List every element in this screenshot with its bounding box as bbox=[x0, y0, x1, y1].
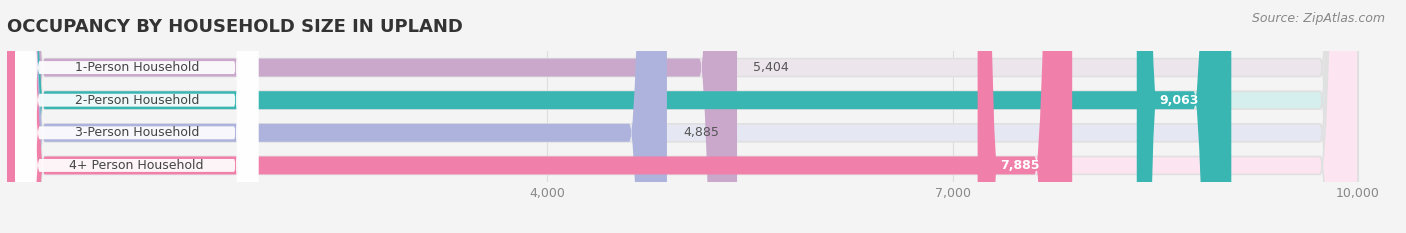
Text: 7,885: 7,885 bbox=[1000, 159, 1039, 172]
FancyBboxPatch shape bbox=[7, 0, 666, 233]
FancyBboxPatch shape bbox=[977, 0, 1062, 233]
Text: OCCUPANCY BY HOUSEHOLD SIZE IN UPLAND: OCCUPANCY BY HOUSEHOLD SIZE IN UPLAND bbox=[7, 18, 463, 36]
FancyBboxPatch shape bbox=[15, 0, 259, 233]
Text: 5,404: 5,404 bbox=[754, 61, 789, 74]
FancyBboxPatch shape bbox=[1137, 0, 1220, 233]
Text: 4+ Person Household: 4+ Person Household bbox=[69, 159, 204, 172]
FancyBboxPatch shape bbox=[7, 0, 1358, 233]
FancyBboxPatch shape bbox=[7, 0, 1232, 233]
FancyBboxPatch shape bbox=[7, 0, 1358, 233]
FancyBboxPatch shape bbox=[7, 0, 737, 233]
FancyBboxPatch shape bbox=[15, 0, 259, 233]
Text: 3-Person Household: 3-Person Household bbox=[75, 126, 198, 139]
FancyBboxPatch shape bbox=[7, 0, 1358, 233]
Text: Source: ZipAtlas.com: Source: ZipAtlas.com bbox=[1251, 12, 1385, 25]
Text: 1-Person Household: 1-Person Household bbox=[75, 61, 198, 74]
Text: 2-Person Household: 2-Person Household bbox=[75, 94, 198, 107]
FancyBboxPatch shape bbox=[7, 0, 1358, 233]
FancyBboxPatch shape bbox=[15, 0, 259, 233]
FancyBboxPatch shape bbox=[7, 0, 1073, 233]
FancyBboxPatch shape bbox=[15, 0, 259, 233]
Text: 9,063: 9,063 bbox=[1159, 94, 1198, 107]
Text: 4,885: 4,885 bbox=[683, 126, 718, 139]
